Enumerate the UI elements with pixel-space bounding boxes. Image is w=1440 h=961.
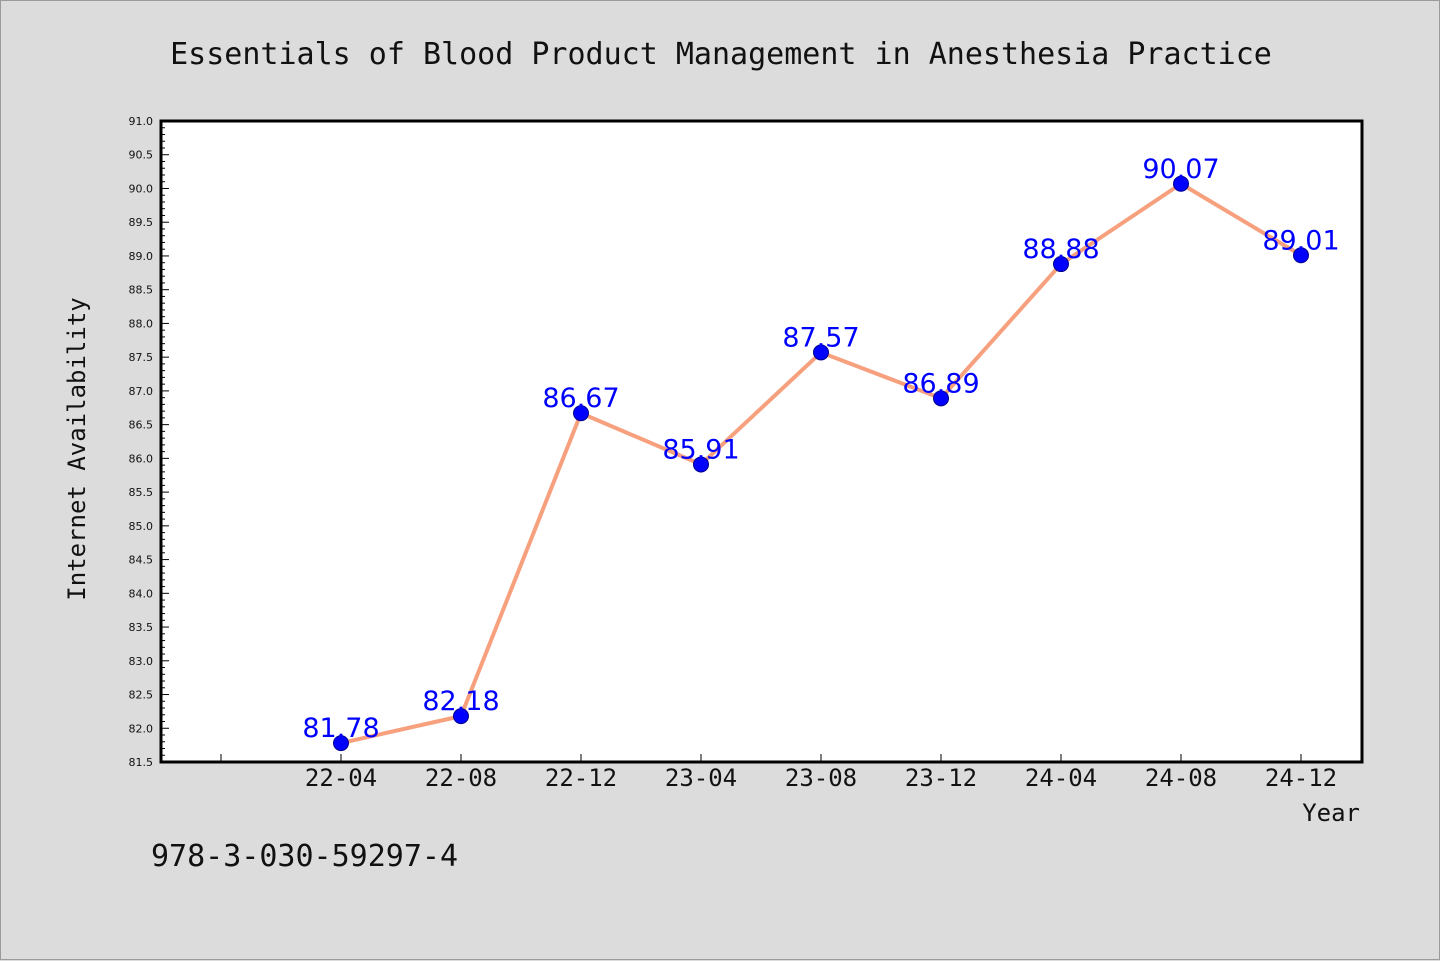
y-tick-label: 84.5 bbox=[129, 554, 154, 567]
data-value-label: 86.67 bbox=[542, 383, 619, 414]
footer-code: 978-3-030-59297-4 bbox=[151, 839, 458, 874]
data-point-marker bbox=[573, 405, 589, 422]
x-axis-title: Year bbox=[1302, 799, 1360, 827]
data-point-marker bbox=[453, 708, 469, 725]
y-tick-label: 81.5 bbox=[129, 756, 154, 769]
x-tick-label: 22-12 bbox=[545, 764, 617, 792]
x-tick-label: 23-12 bbox=[905, 764, 977, 792]
y-tick-label: 83.5 bbox=[129, 621, 154, 634]
x-tick-label: 24-08 bbox=[1145, 764, 1217, 792]
y-axis: 81.5 82.0 82.5 83.0 83.5 84.0 84.5 85.0 85.5 86.0… bbox=[129, 115, 169, 769]
y-tick-label: 88.0 bbox=[129, 317, 154, 330]
y-tick-label: 85.0 bbox=[129, 520, 154, 533]
x-tick-label: 23-04 bbox=[665, 764, 737, 792]
data-value-label: 85.91 bbox=[662, 434, 739, 465]
data-point-marker bbox=[1293, 247, 1309, 264]
x-tick-label: 23-08 bbox=[785, 764, 857, 792]
y-tick-label: 90.5 bbox=[129, 149, 154, 162]
y-tick-label: 90.0 bbox=[129, 182, 154, 195]
data-point-marker bbox=[333, 735, 349, 752]
y-tick-label: 88.5 bbox=[129, 284, 154, 297]
data-value-label: 82.18 bbox=[422, 686, 499, 717]
y-tick-label: 83.0 bbox=[129, 655, 154, 668]
data-value-label: 90.07 bbox=[1142, 154, 1219, 185]
x-tick-label: 24-04 bbox=[1025, 764, 1097, 792]
data-value-label: 87.57 bbox=[782, 322, 859, 353]
y-tick-label: 86.0 bbox=[129, 452, 154, 465]
x-tick-label: 22-04 bbox=[305, 764, 377, 792]
y-tick-label: 89.5 bbox=[129, 216, 154, 229]
data-value-label: 81.78 bbox=[302, 713, 379, 744]
x-axis: 22-04 22-08 22-12 23-04 23-08 23-12 24-04 24-08… bbox=[220, 754, 1337, 792]
y-tick-label: 82.5 bbox=[129, 689, 154, 702]
y-axis-title: Internet Availability bbox=[63, 297, 91, 600]
y-tick-label: 86.5 bbox=[129, 419, 154, 432]
data-point-marker bbox=[813, 344, 829, 361]
data-value-label: 89.01 bbox=[1262, 225, 1339, 256]
y-tick-label: 87.0 bbox=[129, 385, 154, 398]
data-point-marker bbox=[933, 390, 949, 407]
data-point-marker bbox=[1173, 175, 1189, 192]
data-value-label: 86.89 bbox=[902, 368, 979, 399]
data-value-label: 88.88 bbox=[1022, 234, 1099, 265]
chart-title: Essentials of Blood Product Management i… bbox=[170, 37, 1272, 72]
y-tick-label: 91.0 bbox=[129, 115, 154, 128]
series-line-group: 81.78 82.18 86.67 85.91 87.57 86.89 88.88 90.07… bbox=[302, 154, 1340, 752]
x-tick-label: 22-08 bbox=[425, 764, 497, 792]
y-tick-label: 87.5 bbox=[129, 351, 154, 364]
y-tick-label: 82.0 bbox=[129, 722, 154, 735]
data-point-marker bbox=[693, 456, 709, 473]
plot-area bbox=[159, 119, 1364, 764]
y-tick-label: 89.0 bbox=[129, 250, 154, 263]
y-tick-label: 85.5 bbox=[129, 486, 154, 499]
data-point-marker bbox=[1053, 256, 1069, 273]
x-tick-label: 24-12 bbox=[1265, 764, 1337, 792]
y-tick-label: 84.0 bbox=[129, 587, 154, 600]
